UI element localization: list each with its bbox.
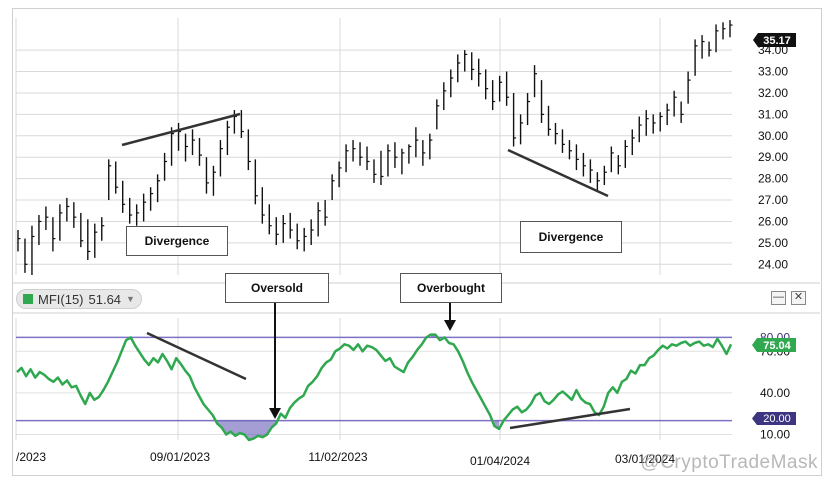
x-axis: /2023 09/01/2023 11/02/2023 01/04/2024 0…: [16, 450, 675, 468]
price-tick-label: 25.00: [758, 236, 788, 250]
price-tick-label: 32.00: [758, 86, 788, 100]
price-tick-label: 28.00: [758, 172, 788, 186]
mfi-divergence-line-left: [146, 331, 247, 381]
oversold-arrow-head: [269, 408, 281, 419]
price-tick-label: 33.00: [758, 65, 788, 79]
watermark: @CryptoTradeMask: [640, 452, 818, 474]
watermark-text: @CryptoTradeMask: [640, 452, 818, 473]
overbought-callout: Overbought: [400, 273, 502, 303]
divergence-callout-right: Divergence: [520, 221, 622, 253]
mfi-value-label: 75.04: [763, 340, 791, 352]
mfi-grid: [15, 318, 732, 440]
oversold-level-label: 20.00: [763, 413, 791, 425]
price-tick-label: 27.00: [758, 193, 788, 207]
oversold-badge-shape: [752, 412, 796, 425]
last-price-label: 35.17: [763, 35, 791, 47]
mfi-value-badge-shape: [752, 338, 796, 352]
mfi-tick-label: 10.00: [760, 427, 790, 441]
price-divergence-line-left: [121, 112, 241, 147]
last-price-badge-shape: [753, 33, 796, 47]
close-panel-button[interactable]: ✕: [791, 291, 806, 305]
dropdown-caret-icon: ▼: [126, 294, 135, 304]
overbought-label: Overbought: [417, 281, 485, 295]
oversold-label: Oversold: [250, 281, 304, 295]
divergence-label-right: Divergence: [538, 230, 604, 244]
price-panel: 24.00 25.00 26.00 27.00 28.00 29.00 30.00 31.00…: [15, 18, 796, 275]
last-price-badge: 35.17: [753, 33, 796, 47]
indicator-value: 51.64: [88, 291, 122, 307]
x-tick-label: /2023: [16, 450, 46, 464]
oversold-callout: Oversold: [225, 273, 329, 303]
mfi-swatch-icon: [23, 294, 33, 304]
price-tick-label: 26.00: [758, 214, 788, 228]
price-bars: [17, 20, 733, 275]
price-axis: 24.00 25.00 26.00 27.00 28.00 29.00 30.00 31.00…: [758, 43, 788, 271]
mfi-divergence-line-right: [509, 407, 631, 430]
indicator-selector[interactable]: MFI(15) 51.64 ▼: [16, 289, 142, 309]
oversold-badge: 20.00: [752, 412, 796, 425]
mfi-tick-label: 40.00: [760, 386, 790, 400]
x-tick-label: 01/04/2024: [470, 454, 530, 468]
price-divergence-line-right: [507, 148, 609, 198]
divergence-callout-left: Divergence: [126, 226, 228, 256]
indicator-name: MFI(15): [38, 291, 84, 307]
x-tick-label: 09/01/2023: [150, 450, 210, 464]
mfi-extreme-area: [217, 420, 277, 440]
x-tick-label: 11/02/2023: [308, 450, 367, 464]
minimize-panel-button[interactable]: —: [771, 291, 786, 305]
mfi-value-badge: 75.04: [752, 338, 796, 352]
price-tick-label: 29.00: [758, 150, 788, 164]
price-tick-label: 30.00: [758, 129, 788, 143]
x-tick-label: 03/01/2024: [615, 452, 675, 466]
overbought-arrow-head: [444, 320, 456, 331]
price-tick-label: 24.00: [758, 257, 788, 271]
mfi-line: [16, 333, 733, 442]
divergence-label-left: Divergence: [144, 234, 210, 248]
price-tick-label: 31.00: [758, 107, 788, 121]
